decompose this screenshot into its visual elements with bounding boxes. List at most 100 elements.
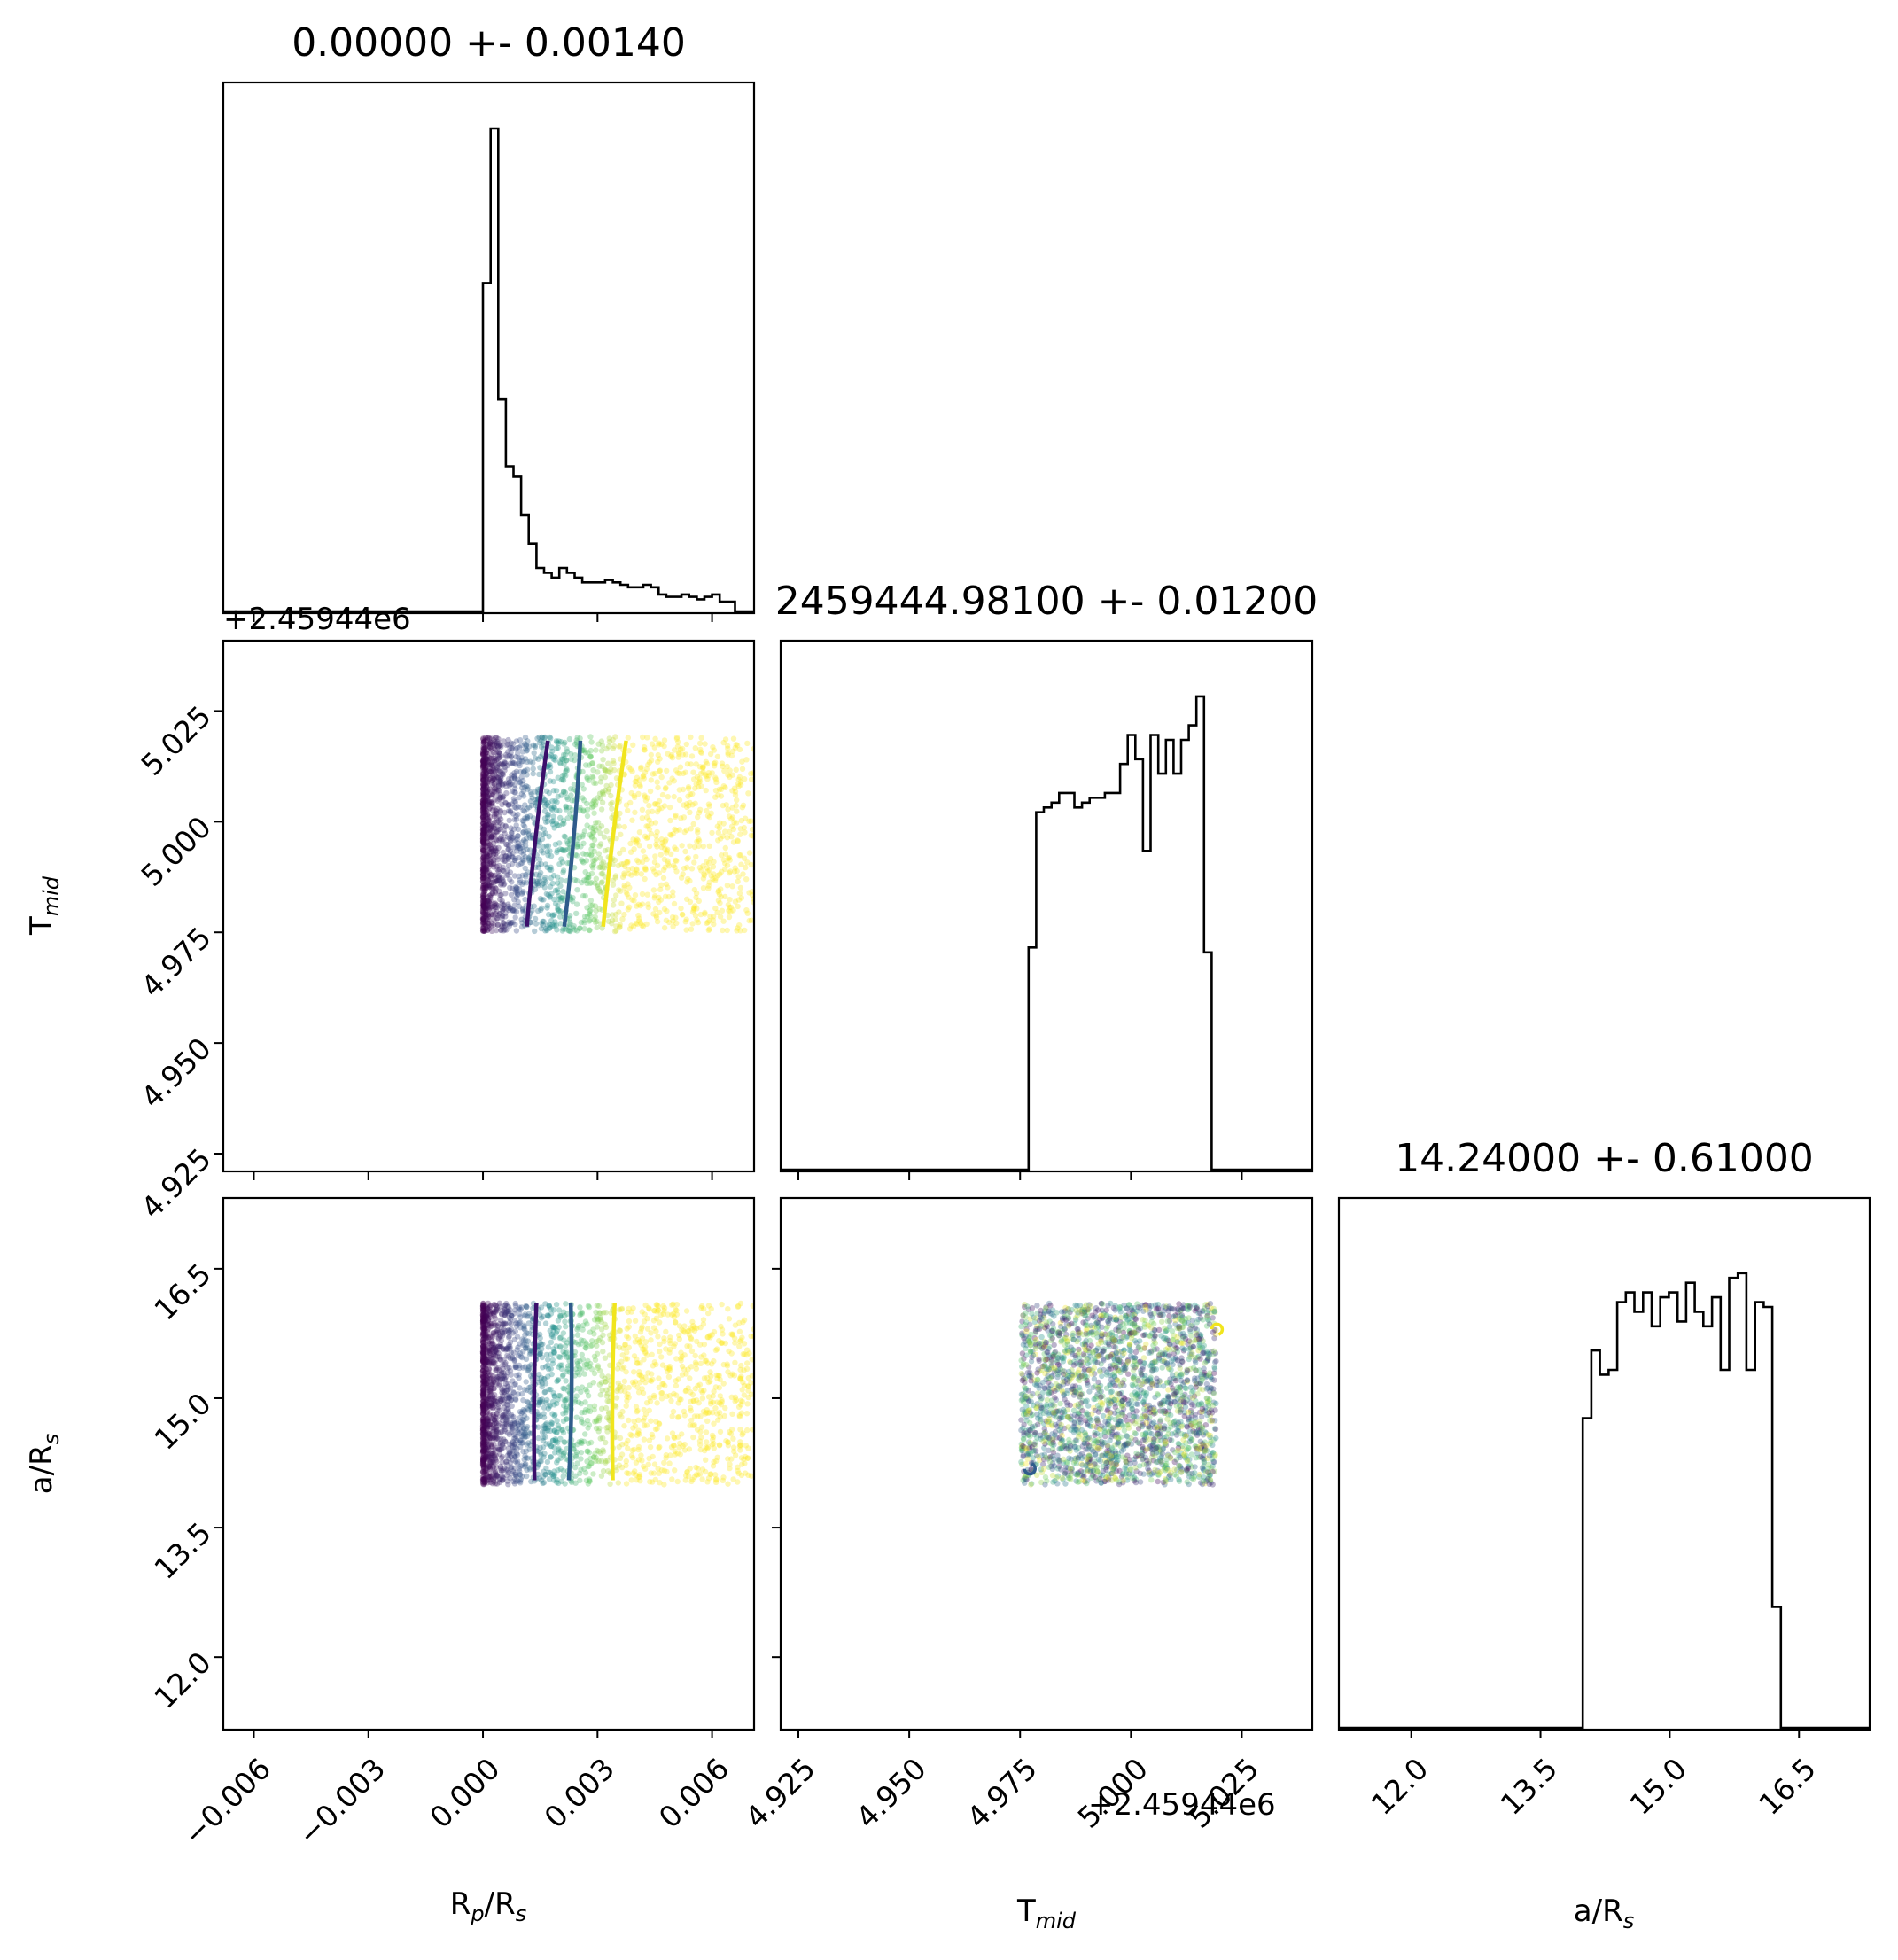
sample-point	[542, 797, 548, 804]
sample-point	[563, 1301, 569, 1307]
sample-point	[561, 761, 567, 767]
sample-point	[612, 875, 618, 881]
sample-point	[658, 1390, 665, 1396]
sample-point	[556, 840, 563, 846]
sample-point	[550, 813, 556, 820]
sample-point	[672, 1341, 678, 1347]
sample-point	[738, 1397, 744, 1404]
sample-point	[483, 1453, 489, 1459]
sample-point	[507, 807, 514, 814]
sample-point	[481, 805, 487, 812]
sample-point	[535, 843, 542, 849]
sample-point	[666, 804, 673, 811]
sample-point	[696, 843, 702, 850]
sample-point	[673, 857, 679, 864]
sample-point	[502, 1302, 509, 1309]
histogram-ars	[1339, 1272, 1870, 1730]
sample-point	[551, 922, 558, 929]
sample-point	[502, 858, 509, 864]
sample-point	[528, 791, 534, 797]
sample-point	[480, 1314, 486, 1320]
sample-point	[519, 856, 525, 862]
sample-point	[485, 815, 491, 821]
sample-point	[493, 1367, 499, 1373]
sample-point	[700, 1317, 707, 1323]
sample-point	[587, 734, 594, 740]
sample-point	[481, 827, 487, 833]
sample-point	[635, 1443, 642, 1451]
sample-point	[500, 920, 506, 926]
sample-point	[680, 871, 686, 877]
sample-point	[591, 780, 597, 786]
sample-point	[482, 1369, 488, 1375]
sample-point	[490, 1422, 496, 1428]
sample-point	[568, 792, 574, 798]
sample-point	[602, 1355, 609, 1361]
sample-point	[536, 856, 543, 863]
sample-point	[717, 1414, 723, 1420]
sample-point	[579, 1311, 585, 1317]
sample-point	[621, 883, 627, 889]
sample-point	[486, 743, 492, 750]
sample-point	[487, 894, 494, 900]
sample-point	[717, 871, 723, 877]
sample-point	[689, 909, 696, 915]
sample-point	[480, 1340, 486, 1346]
sample-point	[661, 1335, 667, 1342]
sample-point	[480, 768, 486, 774]
sample-point	[488, 836, 494, 843]
sample-point	[483, 885, 489, 891]
sample-point	[714, 1411, 720, 1417]
sample-point	[483, 867, 489, 875]
sample-point	[619, 1365, 626, 1372]
sample-point	[732, 1322, 739, 1328]
sample-point	[501, 1326, 507, 1333]
sample-point	[500, 795, 506, 801]
sample-point	[671, 747, 678, 753]
sample-point	[482, 789, 489, 795]
sample-point	[697, 746, 704, 752]
sample-point	[491, 758, 498, 765]
sample-point	[480, 856, 487, 862]
sample-point	[483, 915, 489, 922]
sample-point	[536, 734, 542, 741]
sample-point	[595, 1316, 602, 1322]
sample-point	[623, 889, 629, 896]
sample-point	[581, 1371, 587, 1377]
sample-point	[626, 1417, 632, 1424]
sample-point	[481, 897, 487, 904]
sample-point	[592, 802, 599, 808]
sample-point	[502, 1438, 509, 1444]
sample-point	[587, 907, 593, 914]
sample-point	[511, 770, 517, 776]
sample-point	[480, 854, 486, 861]
sample-point	[479, 1303, 486, 1310]
sample-point	[730, 1435, 736, 1442]
sample-point	[666, 1346, 673, 1353]
sample-point	[509, 879, 515, 885]
sample-point	[481, 903, 487, 909]
sample-point	[739, 1398, 745, 1405]
sample-point	[481, 826, 487, 832]
sample-point	[556, 861, 563, 867]
sample-point	[560, 867, 567, 874]
sample-point	[479, 824, 486, 830]
sample-point	[684, 896, 690, 902]
sample-point	[500, 849, 506, 856]
sample-point	[697, 806, 704, 813]
sample-point	[479, 804, 486, 810]
sample-point	[744, 910, 751, 916]
sample-point	[482, 891, 488, 898]
sample-point	[517, 1354, 525, 1360]
sample-point	[486, 1463, 493, 1469]
sample-point	[483, 770, 489, 776]
sample-point	[494, 902, 500, 908]
sample-point	[512, 1364, 519, 1371]
sample-point	[481, 896, 487, 902]
sample-point	[561, 755, 567, 762]
sample-point	[673, 828, 680, 834]
sample-point	[580, 859, 587, 866]
sample-point	[611, 928, 618, 935]
sample-point	[642, 1302, 649, 1309]
sample-point	[717, 899, 723, 906]
